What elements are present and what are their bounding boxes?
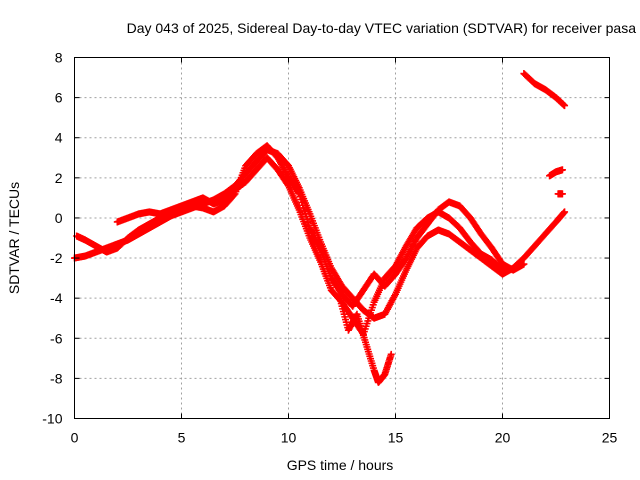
data-point [499, 266, 506, 274]
series-track-e [520, 70, 569, 110]
data-series [71, 70, 569, 386]
y-tick-label: 2 [55, 170, 63, 186]
data-point [558, 166, 566, 174]
x-axis: 0 5 10 15 20 25 [71, 57, 618, 446]
y-tick-label: 0 [55, 210, 63, 226]
x-tick-label: 5 [178, 430, 186, 446]
series-track-d [336, 294, 395, 386]
data-point [498, 265, 506, 273]
x-tick-label: 15 [388, 430, 404, 446]
series-track-a [71, 146, 569, 322]
x-axis-label: GPS time / hours [287, 457, 394, 473]
series-track-g [554, 190, 566, 198]
data-point [561, 102, 569, 110]
y-tick-label: 8 [55, 50, 63, 66]
grid [74, 57, 610, 419]
x-tick-label: 25 [602, 430, 618, 446]
y-tick-label: -4 [50, 290, 63, 306]
data-point [387, 350, 395, 358]
y-tick-label: 4 [55, 130, 63, 146]
y-tick-label: -2 [50, 250, 63, 266]
y-tick-label: -10 [42, 411, 62, 427]
data-point [294, 189, 302, 197]
series-track-f [546, 166, 566, 180]
y-tick-label: -6 [50, 330, 63, 346]
x-tick-label: 20 [495, 430, 511, 446]
y-tick-label: 6 [55, 90, 63, 106]
y-tick-label: -8 [50, 370, 63, 386]
x-tick-label: 0 [71, 430, 79, 446]
data-point [561, 208, 569, 216]
series-track-b [73, 142, 528, 310]
chart-title: Day 043 of 2025, Sidereal Day-to-day VTE… [127, 20, 637, 36]
y-axis: -10 -8 -6 -4 -2 0 2 4 6 8 [42, 50, 610, 427]
series-track-c [113, 154, 506, 338]
data-point [520, 260, 528, 268]
data-point [558, 190, 566, 198]
y-axis-label: SDTVAR / TECUs [6, 182, 22, 294]
x-tick-label: 10 [281, 430, 297, 446]
plot-frame [74, 57, 610, 419]
